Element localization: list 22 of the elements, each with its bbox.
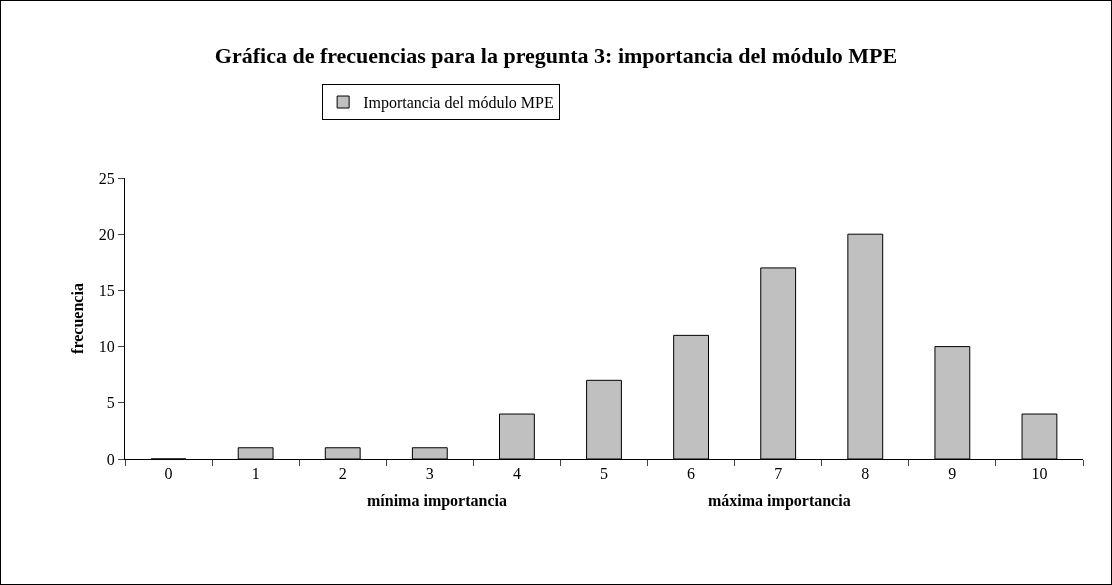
y-tick-label: 25 (98, 169, 115, 187)
legend-label: Importancia del módulo MPE (363, 94, 554, 113)
x-tick-label: 2 (338, 465, 347, 483)
x-tick-label: 3 (425, 465, 434, 483)
y-tick-label: 5 (106, 394, 115, 412)
x-tick-label: 4 (512, 465, 521, 483)
y-tick-label: 0 (106, 450, 115, 468)
x-tick-label: 6 (687, 465, 696, 483)
y-tick-label: 20 (98, 225, 115, 243)
x-tick-label: 1 (251, 465, 260, 483)
y-axis-title: frecuencia (69, 283, 86, 354)
chart-title: Gráfica de frecuencias para la pregunta 3: importancia del módulo MPE (214, 43, 898, 69)
x-tick-label: 9 (948, 465, 957, 483)
text: máxima importancia (708, 492, 851, 510)
y-tick-label: 10 (98, 338, 115, 356)
y-tick-label: 15 (98, 282, 115, 299)
x-tick-label: 10 (1031, 465, 1048, 483)
x-tick-label: 8 (861, 465, 870, 483)
x-tick-label: 0 (164, 465, 173, 483)
x-tick-label: 5 (600, 465, 608, 483)
text: mínima importancia (367, 492, 507, 510)
x-tick-label: 7 (774, 465, 783, 483)
